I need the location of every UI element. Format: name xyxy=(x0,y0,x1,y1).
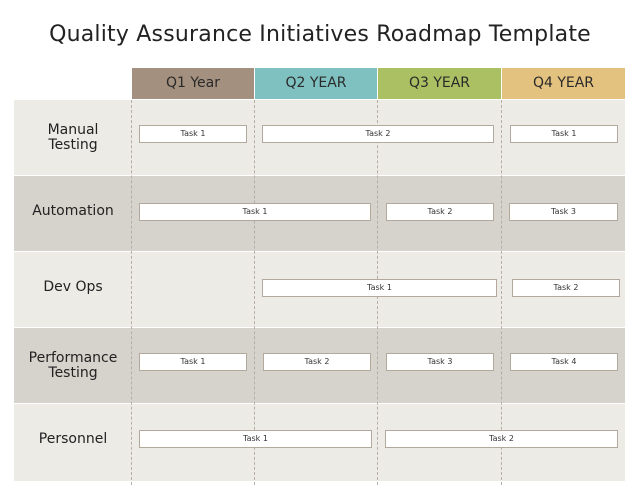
row-label-performance-testing: Performance Testing xyxy=(28,349,118,381)
quarter-header-q4: Q4 YEAR xyxy=(502,68,625,99)
row-label-dev-ops: Dev Ops xyxy=(43,278,103,295)
quarter-divider xyxy=(131,100,132,485)
task-bar[interactable]: Task 1 xyxy=(139,430,372,448)
task-bar[interactable]: Task 1 xyxy=(139,353,247,371)
task-bar[interactable]: Task 2 xyxy=(263,353,371,371)
row-label-automation: Automation xyxy=(32,202,114,219)
quarter-header-q1: Q1 Year xyxy=(132,68,254,99)
task-bar[interactable]: Task 1 xyxy=(139,203,371,221)
task-bar[interactable]: Task 2 xyxy=(385,430,618,448)
task-bar[interactable]: Task 2 xyxy=(386,203,494,221)
quarter-header-q3: Q3 YEAR xyxy=(378,68,501,99)
task-bar[interactable]: Task 1 xyxy=(510,125,618,143)
task-bar[interactable]: Task 3 xyxy=(509,203,618,221)
quarter-divider xyxy=(254,100,255,485)
page-title: Quality Assurance Initiatives Roadmap Te… xyxy=(49,22,591,47)
row-label-personnel: Personnel xyxy=(38,430,108,447)
task-bar[interactable]: Task 4 xyxy=(510,353,618,371)
quarter-header-q2: Q2 YEAR xyxy=(255,68,377,99)
row-label-manual-testing: Manual Testing xyxy=(47,121,99,153)
task-bar[interactable]: Task 2 xyxy=(512,279,620,297)
task-bar[interactable]: Task 1 xyxy=(262,279,497,297)
task-bar[interactable]: Task 2 xyxy=(262,125,494,143)
quarter-divider xyxy=(501,100,502,485)
task-bar[interactable]: Task 3 xyxy=(386,353,494,371)
task-bar[interactable]: Task 1 xyxy=(139,125,247,143)
